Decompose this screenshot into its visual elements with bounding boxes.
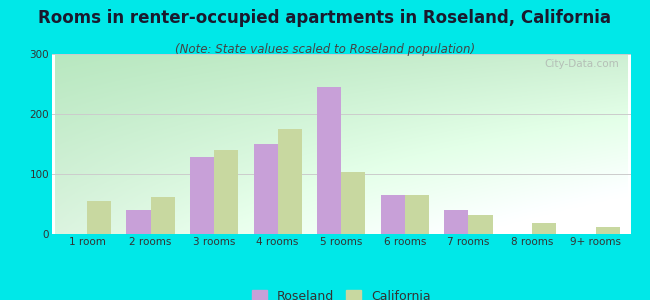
Bar bbox=[317, 87, 341, 234]
Legend: Roseland, California: Roseland, California bbox=[252, 290, 431, 300]
Bar bbox=[341, 172, 365, 234]
Bar bbox=[254, 144, 278, 234]
Bar bbox=[595, 227, 619, 234]
Text: (Note: State values scaled to Roseland population): (Note: State values scaled to Roseland p… bbox=[175, 44, 475, 56]
Bar bbox=[214, 150, 239, 234]
Bar bbox=[469, 215, 493, 234]
Bar bbox=[190, 157, 214, 234]
Text: City-Data.com: City-Data.com bbox=[544, 59, 619, 69]
Bar bbox=[126, 210, 151, 234]
Text: Rooms in renter-occupied apartments in Roseland, California: Rooms in renter-occupied apartments in R… bbox=[38, 9, 612, 27]
Bar bbox=[444, 210, 469, 234]
Bar bbox=[151, 197, 175, 234]
Bar bbox=[405, 195, 429, 234]
Bar bbox=[381, 195, 405, 234]
Bar bbox=[532, 223, 556, 234]
Bar bbox=[278, 129, 302, 234]
Bar bbox=[87, 201, 111, 234]
